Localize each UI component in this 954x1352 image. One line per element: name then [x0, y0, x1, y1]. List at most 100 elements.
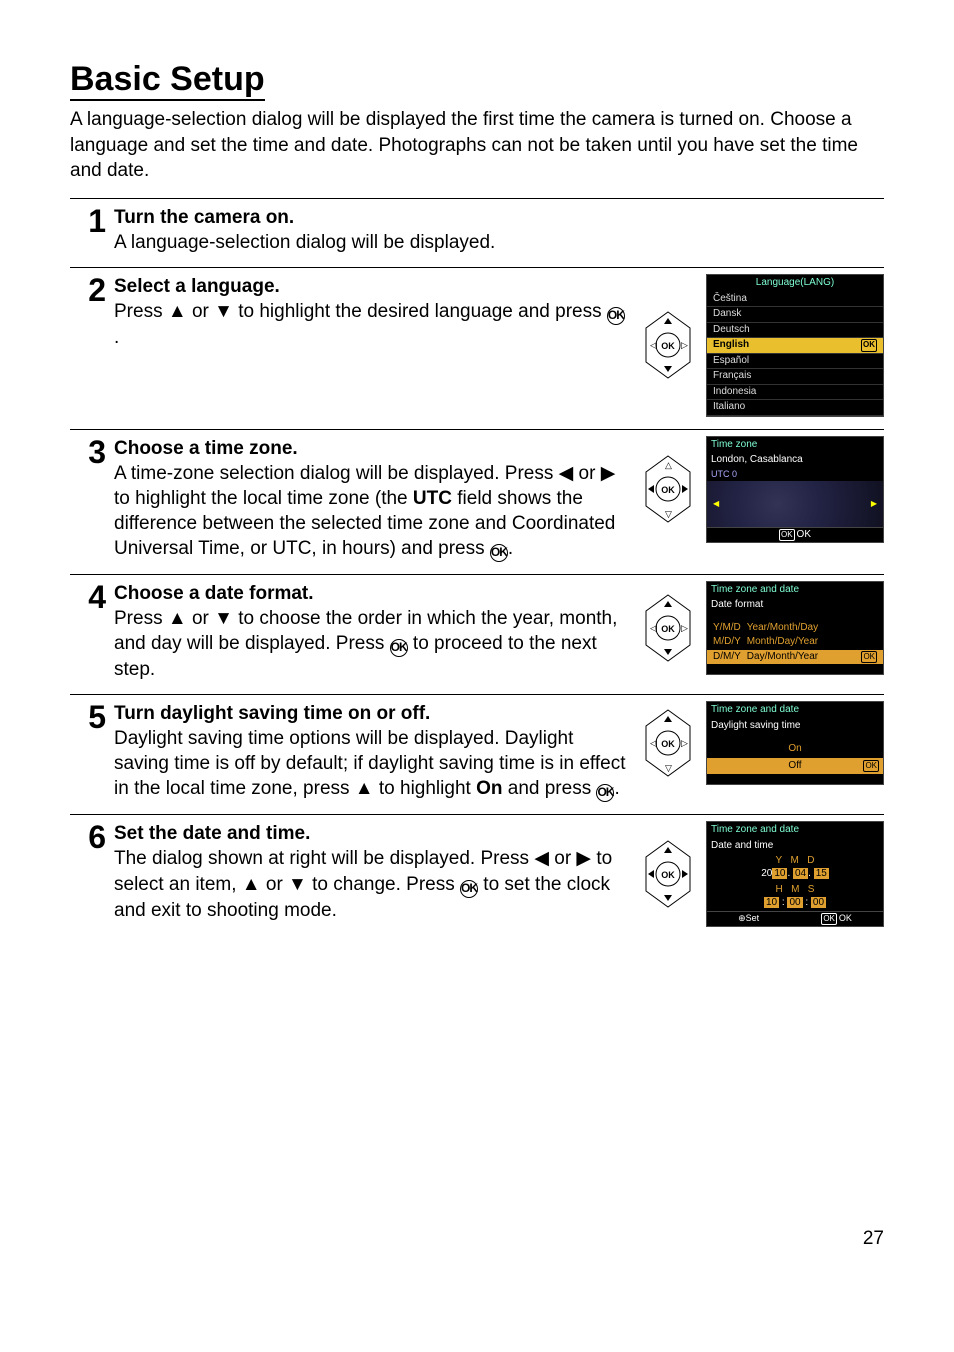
svg-text:▷: ▷: [681, 340, 688, 350]
right-arrow: ▶: [601, 463, 616, 484]
step-desc: Daylight saving time options will be dis…: [114, 728, 626, 799]
dpad-icon: OK ◁ ▷: [638, 310, 698, 380]
ok-icon: OK: [490, 544, 508, 562]
h-label: H: [776, 884, 783, 895]
t: or: [261, 874, 288, 895]
lang-option: Français: [707, 369, 883, 385]
lcd-header: Time zone and date: [707, 702, 883, 719]
t: .: [508, 538, 513, 559]
lang-option: Deutsch: [707, 323, 883, 339]
step-number: 5: [70, 701, 114, 733]
m-val: 04: [793, 868, 808, 879]
dateformat-option: M/D/YMonth/Day/Year: [707, 635, 883, 650]
step-title: Set the date and time.: [114, 823, 310, 844]
page-number: 27: [863, 1228, 884, 1250]
dpad-icon: OK ▽ ◁ ▷: [638, 708, 698, 778]
world-map-icon: [707, 481, 883, 527]
svg-text:◁: ◁: [650, 623, 657, 633]
dateformat-option: D/M/YDay/Month/Year: [707, 650, 883, 665]
y-val: 2010: [761, 868, 787, 879]
t: or: [549, 848, 576, 869]
lcd-city: London, Casablanca: [707, 453, 883, 468]
m-label: M: [791, 855, 799, 866]
ok-label: OK: [797, 529, 811, 540]
lcd-header: Time zone: [707, 437, 883, 454]
lcd-dst: Time zone and date Daylight saving time …: [706, 701, 884, 785]
ok-label: OK: [839, 913, 852, 923]
t: .: [614, 778, 619, 799]
lcd-header: Time zone and date: [707, 822, 883, 839]
step-3: 3 Choose a time zone. A time-zone select…: [70, 430, 884, 574]
h-val: 10: [764, 897, 779, 908]
date-row: Y M D 2010. 04. 15: [707, 853, 883, 882]
lcd-timezone: Time zone London, Casablanca UTC 0 OKOK: [706, 436, 884, 544]
t: The dialog shown at right will be displa…: [114, 848, 534, 869]
lcd-sub: Daylight saving time: [707, 719, 883, 734]
up-arrow: ▲: [355, 778, 374, 799]
s-val: 00: [811, 897, 826, 908]
step-2: 2 Select a language. Press ▲ or ▼ to hig…: [70, 268, 884, 429]
svg-text:OK: OK: [661, 739, 675, 749]
t: to highlight the desired language and pr…: [233, 301, 607, 322]
lcd-footer: ⊕Set OKOK: [707, 911, 883, 926]
step-number: 4: [70, 581, 114, 613]
step-title: Choose a time zone.: [114, 438, 298, 459]
svg-text:◁: ◁: [650, 738, 657, 748]
y-label: Y: [776, 855, 783, 866]
svg-text:△: △: [665, 460, 672, 470]
svg-text:OK: OK: [661, 485, 675, 495]
right-arrow: ▶: [576, 848, 591, 869]
t: or: [573, 463, 600, 484]
left-arrow: ◀: [534, 848, 549, 869]
t: or: [187, 608, 214, 629]
lcd-sub: Date and time: [707, 839, 883, 854]
d-val: 15: [814, 868, 829, 879]
step-desc: A time-zone selection dialog will be dis…: [114, 463, 615, 559]
step-number: 6: [70, 821, 114, 853]
lcd-header: Language(LANG): [707, 275, 883, 292]
s-label: S: [808, 884, 815, 895]
step-1: 1 Turn the camera on. A language-selecti…: [70, 199, 884, 267]
svg-text:OK: OK: [661, 624, 675, 634]
step-desc: Press ▲ or ▼ to highlight the desired la…: [114, 301, 625, 348]
svg-text:OK: OK: [661, 870, 675, 880]
ok-icon: OK: [596, 784, 614, 802]
ok-icon: OK: [460, 880, 478, 898]
lcd-datetime: Time zone and date Date and time Y M D 2…: [706, 821, 884, 927]
svg-text:▽: ▽: [665, 509, 672, 519]
lang-option: English: [707, 338, 883, 354]
t: to highlight the local time zone (the: [114, 488, 413, 509]
lang-option: Dansk: [707, 307, 883, 323]
t: A time-zone selection dialog will be dis…: [114, 463, 559, 484]
page-title: Basic Setup: [70, 60, 265, 101]
dpad-icon: OK ◁ ▷: [638, 593, 698, 663]
step-desc: A language-selection dialog will be disp…: [114, 232, 495, 253]
down-arrow: ▼: [214, 301, 233, 322]
down-arrow: ▼: [288, 874, 307, 895]
t: and press: [502, 778, 596, 799]
dst-option: On: [707, 741, 883, 758]
lang-option: Čeština: [707, 292, 883, 308]
step-title: Choose a date format.: [114, 583, 314, 604]
up-arrow: ▲: [242, 874, 261, 895]
lcd-utc: UTC 0: [707, 468, 883, 481]
step-number: 3: [70, 436, 114, 468]
svg-text:▷: ▷: [681, 623, 688, 633]
svg-text:▷: ▷: [681, 738, 688, 748]
step-title: Turn the camera on.: [114, 207, 294, 228]
t: to highlight: [374, 778, 476, 799]
step-4: 4 Choose a date format. Press ▲ or ▼ to …: [70, 575, 884, 694]
lcd-dateformat: Time zone and date Date format Y/M/DYear…: [706, 581, 884, 676]
svg-text:◁: ◁: [650, 340, 657, 350]
dpad-icon: OK: [638, 839, 698, 909]
left-arrow: ◀: [559, 463, 574, 484]
lcd-header: Time zone and date: [707, 582, 883, 599]
lcd-footer: OKOK: [707, 527, 883, 543]
step-title: Turn daylight saving time on or off.: [114, 703, 430, 724]
up-arrow: ▲: [168, 608, 187, 629]
ok-icon: OK: [390, 639, 408, 657]
t: Press: [114, 608, 168, 629]
time-row: H M S 10 : 00 : 00: [707, 882, 883, 911]
svg-text:▽: ▽: [665, 763, 672, 773]
step-number: 1: [70, 205, 114, 237]
